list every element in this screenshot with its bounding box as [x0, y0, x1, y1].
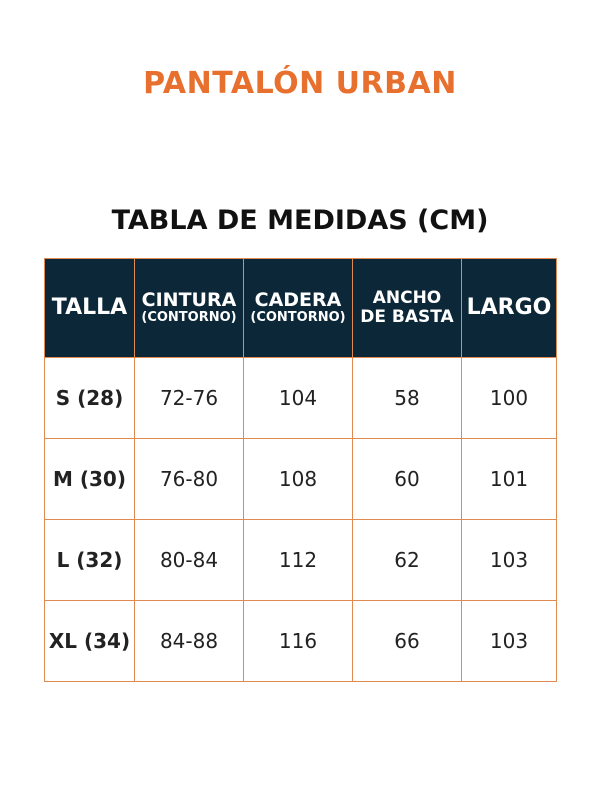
column-header: CADERA (CONTORNO) [243, 258, 353, 358]
measurement-cell: 104 [243, 357, 353, 439]
table-title: TABLA DE MEDIDAS (CM) [111, 205, 489, 236]
size-cell: L (32) [44, 519, 135, 601]
measurement-cell: 58 [352, 357, 462, 439]
column-header: LARGO [461, 258, 557, 358]
measurement-cell: 72-76 [134, 357, 244, 439]
table-row: L (32) 80-84 112 62 103 [44, 519, 557, 601]
measurement-cell: 100 [461, 357, 557, 439]
header-row: TALLA CINTURA (CONTORNO) CADERA (CONTORNO) AN… [44, 258, 557, 358]
measurement-cell: 80-84 [134, 519, 244, 601]
measurement-cell: 101 [461, 438, 557, 520]
measurement-cell: 84-88 [134, 600, 244, 682]
size-cell: M (30) [44, 438, 135, 520]
size-cell: XL (34) [44, 600, 135, 682]
measurement-cell: 112 [243, 519, 353, 601]
measurement-cell: 103 [461, 600, 557, 682]
column-header-sublabel: (CONTORNO) [141, 310, 237, 326]
column-header-label: TALLA [51, 294, 128, 320]
column-header-label: CINTURA [141, 289, 237, 312]
column-header: CINTURA (CONTORNO) [134, 258, 244, 358]
measurement-cell: 66 [352, 600, 462, 682]
measurement-cell: 62 [352, 519, 462, 601]
table-row: S (28) 72-76 104 58 100 [44, 357, 557, 439]
size-table: TALLA CINTURA (CONTORNO) CADERA (CONTORNO) AN… [44, 258, 557, 682]
column-header-label: CADERA [254, 289, 342, 312]
measurement-cell: 76-80 [134, 438, 244, 520]
column-header-label: LARGO [466, 294, 552, 320]
column-header-sublabel: DE BASTA [360, 307, 454, 327]
measurement-cell: 60 [352, 438, 462, 520]
measurement-cell: 103 [461, 519, 557, 601]
size-cell: S (28) [44, 357, 135, 439]
measurement-cell: 116 [243, 600, 353, 682]
table-row: XL (34) 84-88 116 66 103 [44, 600, 557, 682]
product-title: PANTALÓN URBAN [143, 66, 457, 101]
column-header-sublabel: (CONTORNO) [250, 310, 346, 326]
column-header: TALLA [44, 258, 135, 358]
column-header-label: ANCHO [372, 288, 442, 309]
column-header: ANCHO DE BASTA [352, 258, 462, 358]
table-row: M (30) 76-80 108 60 101 [44, 438, 557, 520]
measurement-cell: 108 [243, 438, 353, 520]
